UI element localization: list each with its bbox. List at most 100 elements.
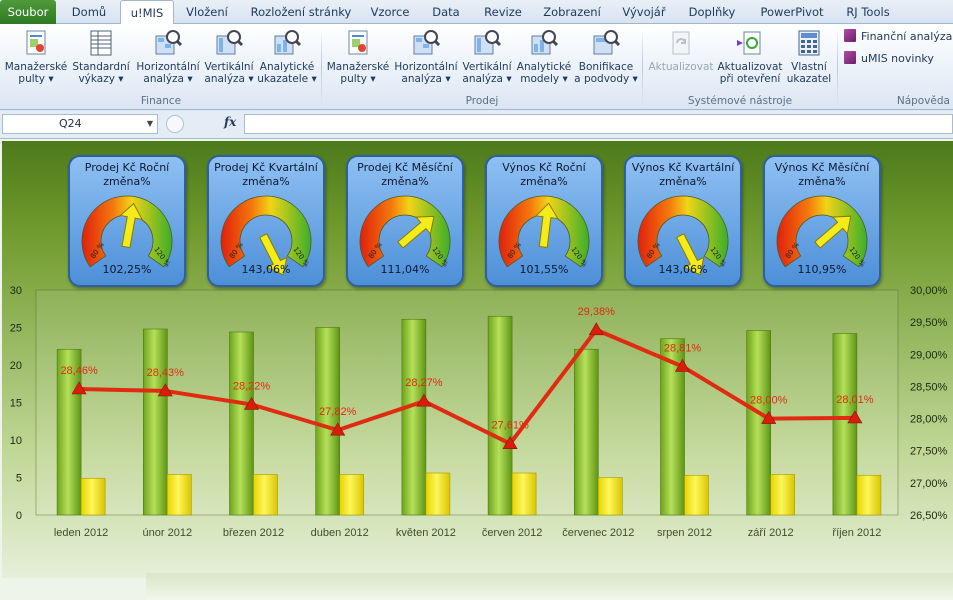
y-left-tick-label: 0 — [16, 510, 22, 522]
refresh-on-open-button[interactable]: Aktualizovat při otevření — [716, 28, 784, 94]
tab-rj-tools[interactable]: RJ Tools — [846, 5, 890, 19]
line-data-label: 28,43% — [147, 367, 185, 379]
y-right-tick-label: 28,50% — [910, 381, 948, 393]
gauge-needle-arrow — [259, 233, 288, 276]
bar-yellow — [339, 474, 365, 516]
button-label: a podvody — [574, 73, 630, 85]
bar-green — [143, 328, 168, 516]
worksheet[interactable]: Prodej Kč Roční změna% 80 % 120 % 102,25% Pro… — [0, 139, 953, 600]
help-financial-analysis-link[interactable]: Finanční analýza p — [844, 28, 953, 46]
gauge-needle-arrow — [119, 202, 143, 249]
bar-green — [487, 315, 513, 516]
bar-green — [401, 318, 427, 516]
custom-indicator-button[interactable]: Vlastní ukazatel — [784, 28, 834, 94]
line-point-marker — [847, 410, 863, 424]
tab-addins[interactable]: Doplňky — [688, 5, 736, 19]
tab-review[interactable]: Revize — [484, 5, 522, 19]
button-label: Standardní — [72, 61, 130, 73]
finance-standard-reports-button[interactable]: Standardní výkazy ▾ — [70, 28, 132, 94]
refresh-button[interactable]: Aktualizovat — [646, 28, 716, 94]
finance-vertical-analysis-button[interactable]: Vertikální analýza ▾ — [202, 28, 256, 94]
magnifier-grid-icon — [531, 30, 559, 55]
x-tick-label: září 2012 — [748, 527, 794, 539]
line-point-marker — [71, 381, 87, 395]
tab-formulas[interactable]: Vzorce — [370, 5, 410, 19]
y-right-tick-label: 26,50% — [910, 510, 948, 522]
dashboard-panel: Prodej Kč Roční změna% 80 % 120 % 102,25% Pro… — [2, 141, 953, 578]
tab-file[interactable]: Soubor — [0, 0, 56, 24]
gauge-value: 110,95% — [797, 263, 847, 276]
button-label: Horizontální — [394, 61, 458, 73]
gauge-title-line: změna% — [242, 175, 290, 188]
line-point-marker — [588, 322, 604, 336]
gauge-value: 101,55% — [519, 263, 569, 276]
line-point-marker — [674, 358, 691, 372]
group-label-system-tools: Systémové nástroje — [687, 95, 793, 107]
gauge-dial: 80 % 120 % — [220, 195, 312, 276]
tab-view[interactable]: Zobrazení — [543, 5, 601, 19]
sales-analytic-models-button[interactable]: Analytické modely ▾ — [514, 28, 574, 94]
bar-yellow — [770, 474, 796, 516]
gauge-title-line: změna% — [798, 175, 846, 188]
formula-bar: Q24 ▼ fx — [0, 111, 953, 139]
line-data-label: 28,81% — [664, 343, 702, 355]
button-label: Manažerské — [4, 61, 68, 73]
formula-input[interactable] — [244, 114, 953, 134]
finance-manager-dashboards-button[interactable]: Manažerské pulty ▾ — [4, 28, 68, 94]
tab-powerpivot[interactable]: PowerPivot — [760, 5, 824, 19]
sales-horizontal-analysis-button[interactable]: Horizontální analýza ▾ — [392, 28, 460, 94]
y-right-tick-label: 27,00% — [910, 478, 948, 490]
help-umis-news-link[interactable]: uMIS novinky — [844, 50, 934, 68]
magnifier-grid-icon — [413, 30, 441, 55]
line-data-label: 27,61% — [491, 420, 529, 432]
x-tick-label: květen 2012 — [396, 527, 456, 539]
tab-insert[interactable]: Vložení — [186, 5, 228, 19]
tab-home[interactable]: Domů — [71, 5, 107, 19]
gauge-card: Prodej Kč Roční změna% 80 % 120 % 102,25% — [68, 155, 186, 287]
insert-function-icon[interactable]: fx — [224, 115, 237, 129]
y-right-tick-label: 29,00% — [910, 349, 948, 361]
gauge-title-line: Výnos Kč Roční — [502, 161, 586, 174]
tab-page-layout[interactable]: Rozložení stránky — [250, 5, 352, 19]
finance-horizontal-analysis-button[interactable]: Horizontální analýza ▾ — [134, 28, 202, 94]
gauge-title: Prodej Kč Měsíční změna% — [350, 161, 460, 189]
sales-bonus-fraud-button[interactable]: Bonifikace a podvody ▾ — [574, 28, 638, 94]
line-point-marker — [502, 436, 518, 449]
x-tick-label: říjen 2012 — [832, 527, 881, 539]
gauge-dial: 80 % 120 % — [637, 195, 729, 276]
gauge-value: 143,06% — [658, 263, 708, 276]
gauge-title: Prodej Kč Roční změna% — [72, 161, 182, 189]
gauge-title-line: Výnos Kč Měsíční — [774, 161, 870, 174]
button-label: analýza — [462, 73, 503, 85]
gauge-needle-arrow — [676, 233, 705, 276]
tab-umis[interactable]: u!MIS — [120, 0, 174, 25]
y-left-tick-label: 15 — [10, 398, 22, 410]
gauge-color-band — [498, 195, 590, 268]
button-label: Aktualizovat — [717, 61, 783, 73]
line-data-label: 28,22% — [233, 380, 271, 392]
gauge-needle-arrow — [534, 202, 559, 248]
tab-developer[interactable]: Vývojář — [622, 5, 666, 19]
bar-yellow — [856, 474, 882, 516]
button-label: ukazatel — [786, 73, 832, 85]
button-label: Vertikální — [204, 61, 254, 73]
gauge-needle-arrow — [814, 215, 852, 249]
x-tick-label: srpen 2012 — [657, 527, 712, 539]
ribbon-tabs: Soubor Domů u!MIS Vložení Rozložení strá… — [0, 0, 953, 25]
calculator-table-icon — [798, 30, 820, 56]
button-label: Manažerské — [326, 61, 390, 73]
name-box[interactable]: Q24 ▼ — [2, 114, 158, 134]
button-label: Analytické — [259, 61, 315, 73]
sales-vertical-analysis-button[interactable]: Vertikální analýza ▾ — [460, 28, 514, 94]
button-label: pulty — [18, 73, 45, 85]
finance-analytic-indicators-button[interactable]: Analytické ukazatele ▾ — [256, 28, 318, 94]
cell-reference: Q24 — [59, 117, 82, 130]
sales-manager-dashboards-button[interactable]: Manažerské pulty ▾ — [326, 28, 390, 94]
bar-yellow — [425, 472, 451, 516]
ribbon: Manažerské pulty ▾ Standardní výkazy ▾ H… — [0, 24, 953, 110]
tab-data[interactable]: Data — [432, 5, 460, 19]
chevron-down-icon[interactable]: ▼ — [146, 119, 153, 128]
x-tick-label: červenec 2012 — [562, 527, 634, 539]
button-label: při otevření — [719, 73, 781, 85]
formula-expand-handle[interactable] — [166, 115, 184, 133]
